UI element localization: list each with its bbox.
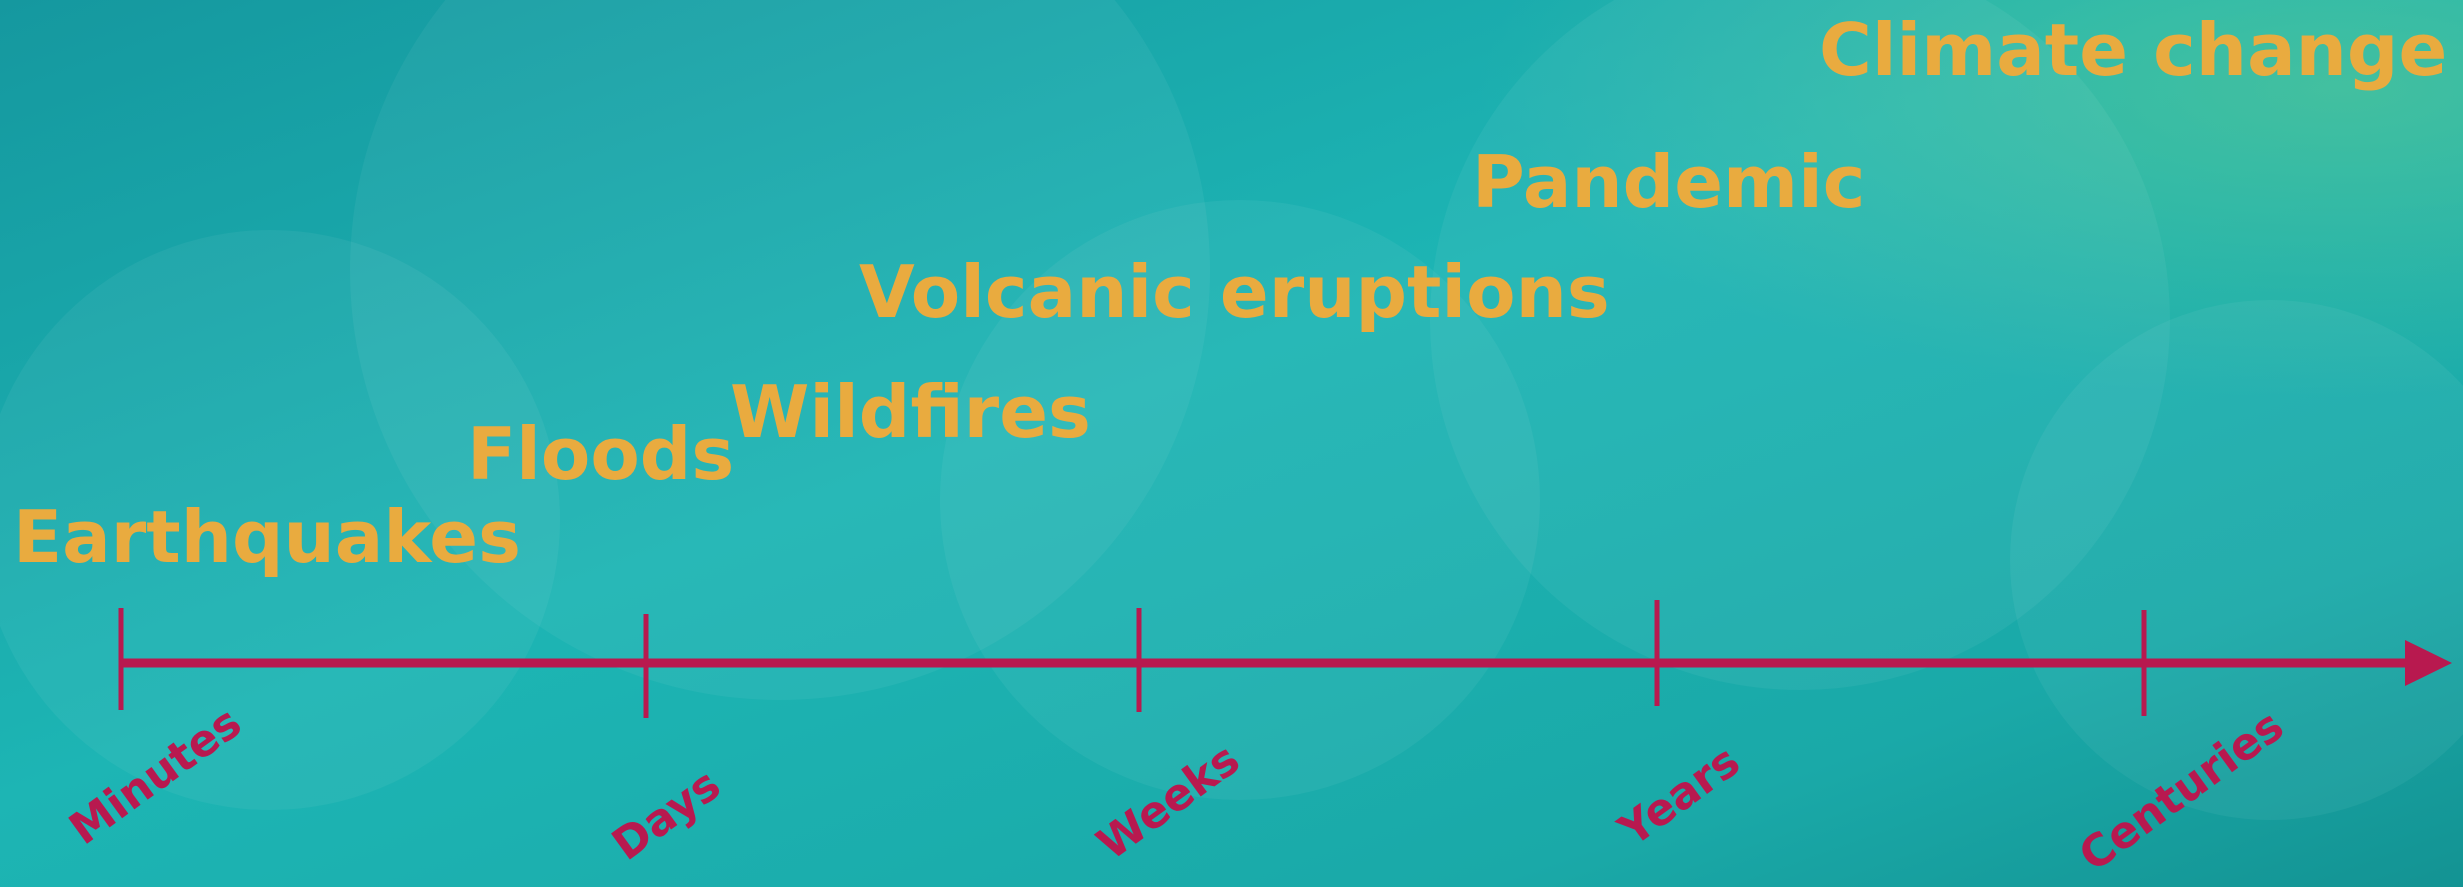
decor-circle	[940, 200, 1540, 800]
decor-circle	[1430, 0, 2170, 690]
decor-circle	[350, 0, 1210, 700]
event-label: Climate change	[1819, 8, 2447, 92]
event-label: Floods	[467, 412, 734, 496]
event-label: Earthquakes	[13, 495, 521, 579]
event-label: Volcanic eruptions	[859, 250, 1610, 334]
timeline-axis	[121, 640, 2452, 686]
decor-circle	[2010, 300, 2463, 820]
axis-arrow	[2405, 640, 2452, 686]
decor-circles	[0, 0, 2463, 820]
event-label: Wildfires	[730, 370, 1091, 454]
event-label: Pandemic	[1472, 140, 1865, 224]
